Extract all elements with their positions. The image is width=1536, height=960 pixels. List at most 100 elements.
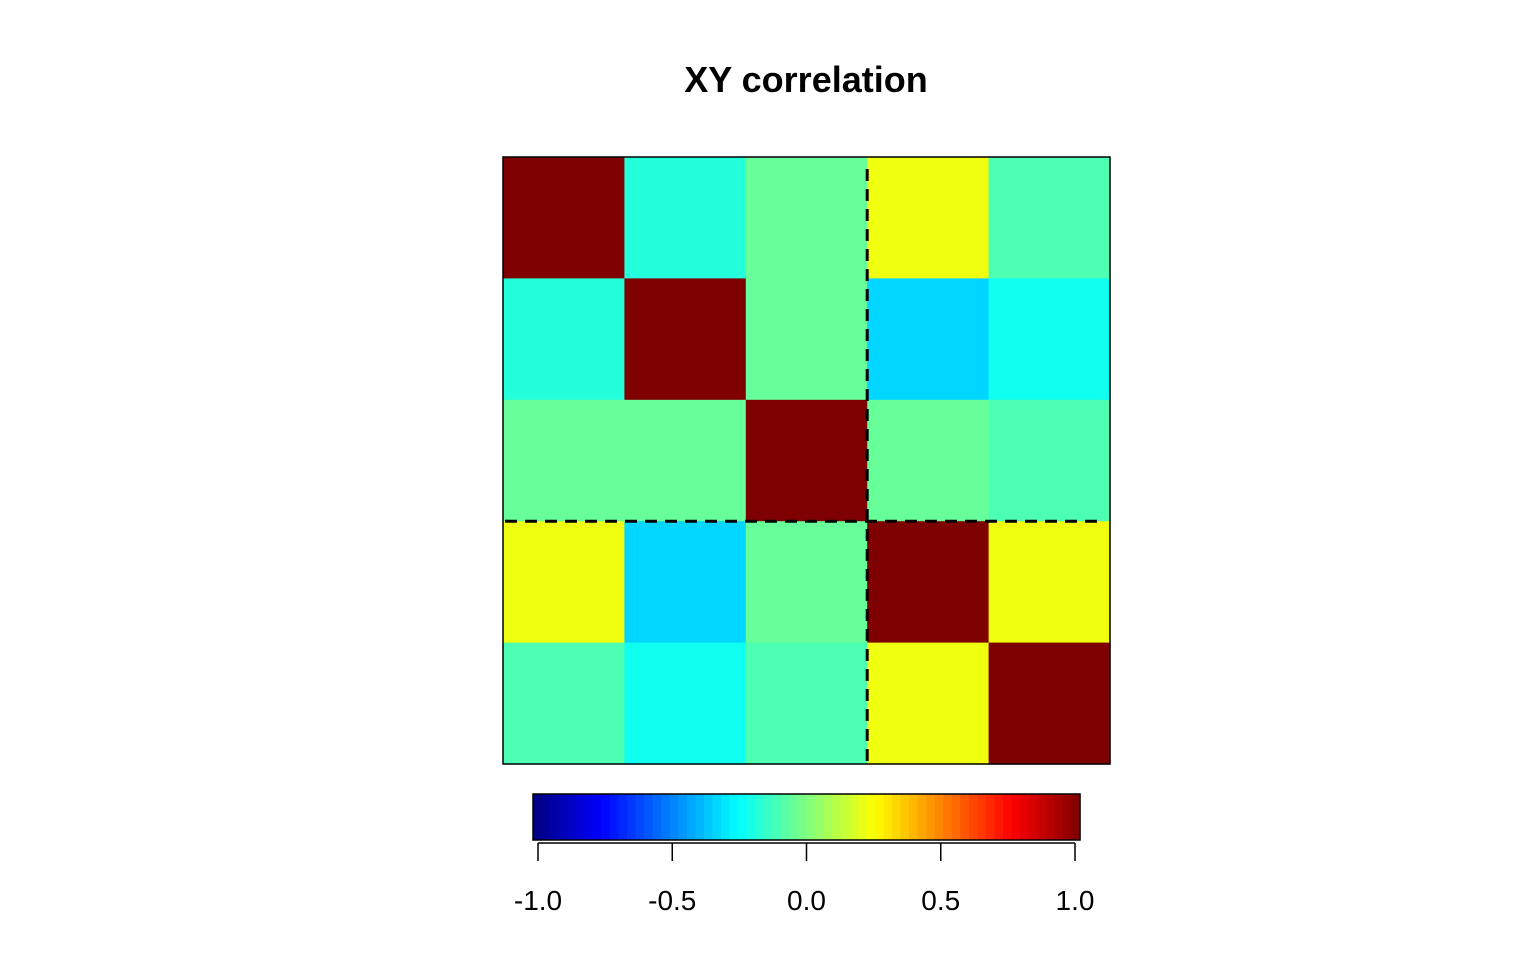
colorbar-bin bbox=[1071, 794, 1081, 840]
colorbar-bin bbox=[584, 794, 594, 840]
colorbar-bin bbox=[541, 794, 551, 840]
colorbar-axis: -1.0 -0.5 0.0 0.5 1.0 bbox=[514, 842, 1095, 916]
heatmap-cell-r1-c2 bbox=[624, 157, 747, 279]
heatmap-cell-r1-c1 bbox=[503, 157, 625, 279]
colorbar-tick-label: -1.0 bbox=[514, 885, 562, 916]
heatmap-cell-r1-c4 bbox=[867, 157, 990, 279]
colorbar-bin bbox=[686, 794, 696, 840]
heatmap-cell-r3-c3 bbox=[745, 399, 868, 522]
heatmap-cell-r3-c4 bbox=[867, 399, 990, 522]
colorbar-bin bbox=[832, 794, 842, 840]
colorbar-bin bbox=[823, 794, 833, 840]
colorbar-tick-label: 0.5 bbox=[921, 885, 960, 916]
colorbar-frame bbox=[532, 793, 1081, 841]
heatmap-cell-r1-c3 bbox=[745, 157, 868, 279]
heatmap-cell-r2-c5 bbox=[988, 278, 1111, 401]
colorbar-bin bbox=[900, 794, 910, 840]
colorbar-bin bbox=[609, 794, 620, 840]
colorbar-bin bbox=[755, 794, 765, 840]
colorbar-bin bbox=[1011, 794, 1021, 840]
heatmap-cell-r1-c5 bbox=[988, 157, 1111, 279]
heatmap-cell-r5-c2 bbox=[624, 642, 747, 765]
heatmap-cell-r3-c2 bbox=[624, 399, 747, 522]
colorbar-bin bbox=[1003, 794, 1013, 840]
colorbar-bin bbox=[815, 794, 825, 840]
heatmap-cell-r3-c1 bbox=[503, 399, 625, 522]
heatmap-cell-r4-c1 bbox=[503, 521, 625, 644]
colorbar-bin bbox=[533, 794, 543, 840]
colorbar-bin bbox=[909, 794, 919, 840]
heatmap-cell-r2-c3 bbox=[745, 278, 868, 401]
colorbar-bin bbox=[780, 794, 791, 840]
colorbar-bin bbox=[849, 794, 859, 840]
colorbar-bin bbox=[695, 794, 705, 840]
colorbar-bin bbox=[968, 794, 979, 840]
heatmap-cell-r2-c2 bbox=[624, 278, 747, 401]
colorbar-bin bbox=[891, 794, 902, 840]
heatmap-cell-r5-c4 bbox=[867, 642, 990, 765]
colorbar-bin bbox=[567, 794, 577, 840]
colorbar-bin bbox=[772, 794, 782, 840]
heatmap-cell-r3-c5 bbox=[988, 399, 1111, 522]
colorbar-bin bbox=[806, 794, 816, 840]
colorbar-bin bbox=[926, 794, 936, 840]
colorbar-bin bbox=[840, 794, 850, 840]
colorbar-bin bbox=[1028, 794, 1038, 840]
colorbar-bin bbox=[558, 794, 568, 840]
heatmap-cell-r5-c5 bbox=[988, 642, 1111, 765]
colorbar-bin bbox=[951, 794, 961, 840]
colorbar-tick-label: -0.5 bbox=[648, 885, 696, 916]
colorbar-bin bbox=[857, 794, 867, 840]
colorbar-bin bbox=[985, 794, 996, 840]
colorbar-bin bbox=[592, 794, 602, 840]
colorbar-bin bbox=[763, 794, 773, 840]
colorbar-bin bbox=[943, 794, 953, 840]
colorbar-bin bbox=[618, 794, 628, 840]
heatmap-cell-r2-c1 bbox=[503, 278, 625, 401]
colorbar-bin bbox=[1054, 794, 1064, 840]
heatmap-cell-r2-c4 bbox=[867, 278, 990, 401]
colorbar-bin bbox=[703, 794, 714, 840]
colorbar-bin bbox=[652, 794, 662, 840]
heatmap-cell-r4-c5 bbox=[988, 521, 1111, 644]
colorbar-bin bbox=[789, 794, 799, 840]
heatmap-cell-r5-c1 bbox=[503, 642, 625, 765]
colorbar-bin bbox=[601, 794, 611, 840]
colorbar-bin bbox=[644, 794, 654, 840]
colorbar-bin bbox=[627, 794, 637, 840]
chart-title: XY correlation bbox=[684, 59, 927, 100]
colorbar-bin bbox=[729, 794, 739, 840]
colorbar-bin bbox=[1020, 794, 1030, 840]
colorbar-bin bbox=[797, 794, 808, 840]
heatmap-cell-r4-c4 bbox=[867, 521, 990, 644]
colorbar-bin bbox=[550, 794, 560, 840]
heatmap-cells bbox=[503, 157, 1111, 765]
colorbar-bin bbox=[1062, 794, 1073, 840]
colorbar-bin bbox=[661, 794, 671, 840]
heatmap-cell-r4-c3 bbox=[745, 521, 868, 644]
heatmap-cell-r4-c2 bbox=[624, 521, 747, 644]
colorbar-bin bbox=[738, 794, 748, 840]
colorbar-bin bbox=[883, 794, 893, 840]
colorbar-bin bbox=[874, 794, 885, 840]
plot-frame bbox=[502, 156, 1111, 765]
colorbar-bin bbox=[934, 794, 944, 840]
colorbar-bin bbox=[866, 794, 876, 840]
colorbar-bin bbox=[635, 794, 645, 840]
heatmap-cell-r5-c3 bbox=[745, 642, 868, 765]
colorbar-bin bbox=[1045, 794, 1055, 840]
colorbar-bin bbox=[746, 794, 756, 840]
colorbar-bin bbox=[977, 794, 987, 840]
colorbar-bin bbox=[575, 794, 585, 840]
colorbar-bin bbox=[917, 794, 927, 840]
colorbar-bin bbox=[1037, 794, 1047, 840]
colorbar-bin bbox=[721, 794, 731, 840]
colorbar bbox=[532, 793, 1081, 841]
colorbar-bin bbox=[994, 794, 1004, 840]
colorbar-bin bbox=[669, 794, 679, 840]
colorbar-bin bbox=[712, 794, 722, 840]
colorbar-tick-label: 0.0 bbox=[787, 885, 826, 916]
colorbar-tick-label: 1.0 bbox=[1056, 885, 1095, 916]
